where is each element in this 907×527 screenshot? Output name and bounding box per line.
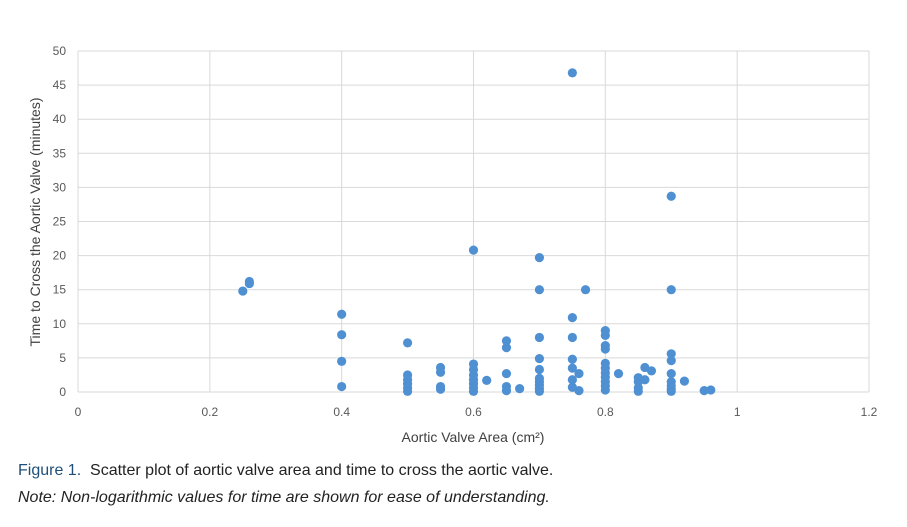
- tick-labels: 0 5 10 15 20 25 30 35 40 45 50 0 0.2 0.4 0.6 0.8 1 1.2: [53, 44, 878, 419]
- caption-note: Note: Non-logarithmic values for time ar…: [18, 489, 550, 506]
- x-tick-label: 0.2: [201, 405, 218, 419]
- data-point: [580, 285, 591, 295]
- data-point: [613, 368, 624, 379]
- data-point: [501, 368, 512, 379]
- data-point: [706, 385, 716, 395]
- x-tick-label: 1.2: [861, 405, 878, 419]
- data-point: [640, 375, 650, 385]
- data-point: [600, 330, 610, 340]
- data-point: [534, 332, 545, 343]
- y-tick-label: 45: [53, 78, 67, 92]
- data-point: [567, 375, 577, 385]
- x-tick-label: 0: [75, 405, 82, 419]
- data-point: [482, 375, 492, 386]
- data-point: [666, 349, 676, 359]
- data-point: [666, 191, 676, 201]
- x-tick-label: 0.8: [597, 405, 614, 419]
- data-point: [244, 276, 254, 287]
- figure-caption: Figure 1. Scatter plot of aortic valve a…: [18, 462, 553, 480]
- y-tick-label: 15: [53, 283, 67, 297]
- y-tick-label: 50: [53, 44, 67, 58]
- y-tick-label: 0: [59, 385, 66, 399]
- y-tick-label: 25: [53, 215, 67, 229]
- data-point: [534, 285, 545, 295]
- data-point: [501, 343, 512, 353]
- y-tick-label: 30: [53, 180, 67, 194]
- data-point: [567, 313, 577, 323]
- data-point: [515, 383, 525, 394]
- data-point: [666, 368, 676, 379]
- data-points: [238, 68, 716, 396]
- data-point: [600, 385, 610, 395]
- y-tick-label: 10: [53, 317, 67, 331]
- data-point: [600, 344, 610, 354]
- caption-text: Scatter plot of aortic valve area and ti…: [90, 462, 554, 479]
- data-point: [501, 336, 512, 346]
- data-point: [574, 386, 584, 396]
- y-tick-label: 35: [53, 146, 67, 160]
- x-tick-label: 0.6: [465, 405, 482, 419]
- y-axis-label: Time to Cross the Aortic Valve (minutes): [27, 98, 43, 347]
- data-point: [534, 353, 545, 364]
- figure-label: Figure 1.: [18, 462, 82, 479]
- data-point: [337, 381, 347, 392]
- data-point: [501, 386, 512, 396]
- data-point: [633, 386, 643, 396]
- data-point: [666, 285, 676, 295]
- data-point: [574, 368, 584, 379]
- data-point: [402, 338, 413, 348]
- data-point: [646, 366, 657, 376]
- data-point: [679, 376, 690, 386]
- grid: [77, 50, 870, 393]
- y-tick-label: 20: [53, 249, 67, 263]
- data-point: [666, 386, 676, 396]
- data-point: [567, 332, 577, 343]
- data-point: [402, 386, 413, 396]
- y-tick-label: 5: [59, 351, 66, 365]
- data-point: [534, 253, 545, 263]
- data-point: [468, 386, 479, 396]
- data-point: [435, 367, 446, 377]
- data-point: [666, 356, 676, 366]
- data-point: [468, 245, 479, 255]
- x-tick-label: 1: [734, 405, 741, 419]
- scatter-chart: 0 5 10 15 20 25 30 35 40 45 50 0 0.2 0.4 0.6 0.8 1 1.2 Ao…: [27, 44, 878, 445]
- data-point: [337, 309, 347, 319]
- data-point: [337, 330, 347, 340]
- x-axis-label: Aortic Valve Area (cm²): [402, 429, 545, 445]
- data-point: [337, 356, 347, 366]
- data-point: [238, 286, 248, 296]
- data-point: [567, 363, 577, 373]
- data-point: [534, 364, 545, 375]
- x-tick-label: 0.4: [333, 405, 350, 419]
- data-point: [567, 68, 577, 78]
- data-point: [567, 354, 577, 364]
- y-tick-label: 40: [53, 112, 67, 126]
- data-point: [435, 384, 446, 394]
- data-point: [534, 386, 545, 396]
